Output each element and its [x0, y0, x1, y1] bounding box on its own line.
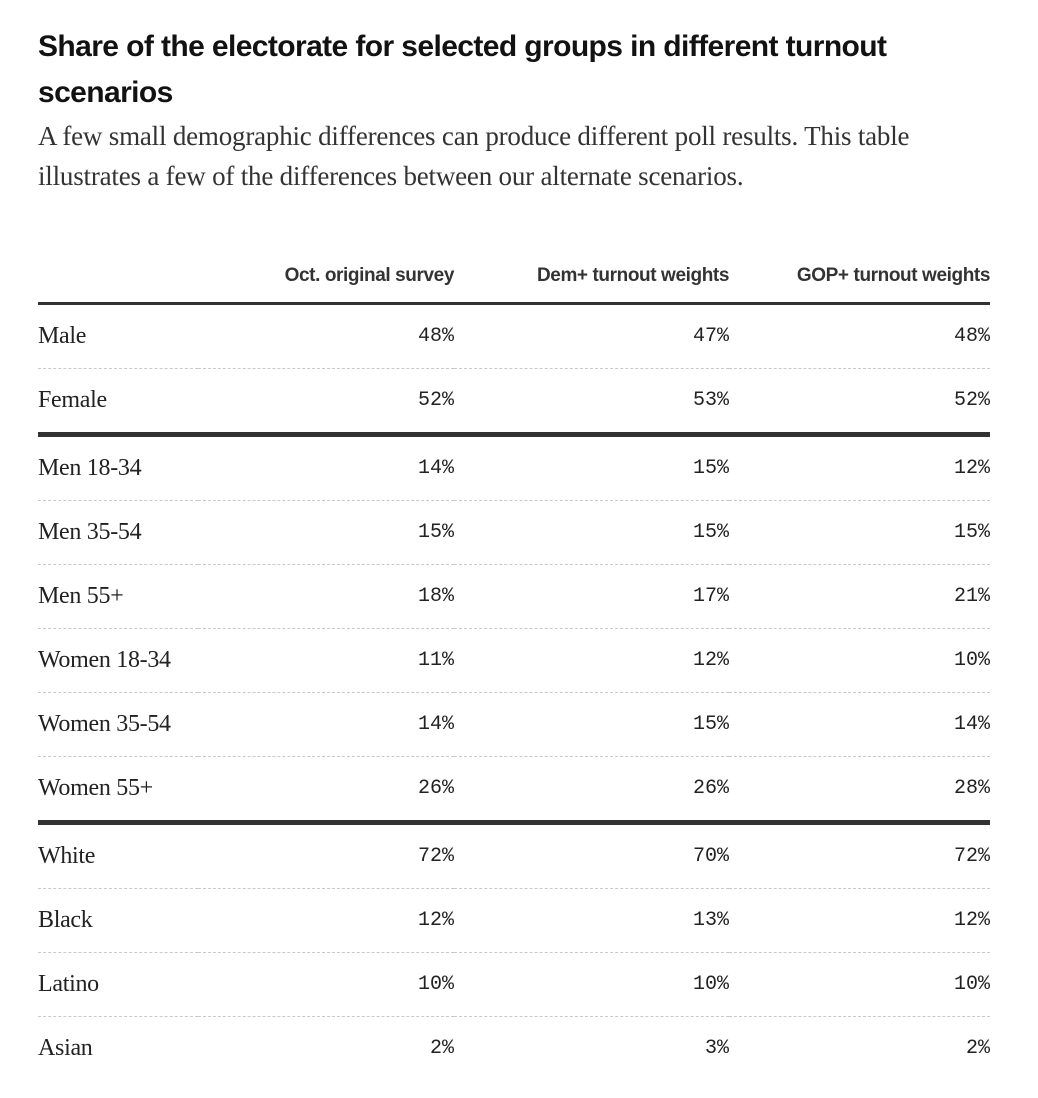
table-header-row: Oct. original survey Dem+ turnout weight…	[38, 250, 990, 305]
row-label: Men 55+	[38, 564, 198, 629]
data-table: Oct. original survey Dem+ turnout weight…	[38, 250, 990, 1080]
row-label: Women 35-54	[38, 692, 198, 757]
value-dem-turnout: 17%	[454, 564, 729, 629]
value-original-survey: 11%	[198, 628, 454, 693]
value-original-survey: 52%	[198, 368, 454, 437]
row-label: Women 55+	[38, 756, 198, 825]
value-dem-turnout: 47%	[454, 303, 729, 369]
value-dem-turnout: 70%	[454, 822, 729, 889]
table-row: Women 55+ 26% 26% 28%	[38, 756, 990, 825]
value-gop-turnout: 10%	[729, 628, 990, 693]
value-gop-turnout: 10%	[729, 952, 990, 1017]
table-row: Male 48% 47% 48%	[38, 303, 990, 369]
value-original-survey: 26%	[198, 756, 454, 825]
table-row: Women 35-54 14% 15% 14%	[38, 692, 990, 757]
table-header-block: Share of the electorate for selected gro…	[38, 24, 990, 196]
table-row: Women 18-34 11% 12% 10%	[38, 628, 990, 693]
value-dem-turnout: 10%	[454, 952, 729, 1017]
table-row: Asian 2% 3% 2%	[38, 1017, 990, 1081]
value-gop-turnout: 28%	[729, 756, 990, 825]
value-dem-turnout: 12%	[454, 628, 729, 693]
value-gop-turnout: 48%	[729, 303, 990, 369]
table-row: Men 35-54 15% 15% 15%	[38, 500, 990, 565]
value-gop-turnout: 2%	[965, 1037, 990, 1060]
value-gop-turnout: 12%	[729, 888, 990, 953]
row-label: Female	[38, 368, 198, 437]
table-row: Men 55+ 18% 17% 21%	[38, 564, 990, 629]
value-gop-turnout: 21%	[729, 564, 990, 629]
value-original-survey: 18%	[198, 564, 454, 629]
row-label: Male	[38, 303, 198, 369]
value-original-survey: 72%	[198, 822, 454, 889]
column-header-group	[38, 250, 198, 305]
table-row: Black 12% 13% 12%	[38, 888, 990, 953]
value-dem-turnout: 15%	[454, 434, 729, 501]
column-header-dem-turnout: Dem+ turnout weights	[454, 250, 729, 305]
value-dem-turnout: 26%	[454, 756, 729, 825]
value-dem-turnout: 3%	[704, 1037, 729, 1060]
table-row: Men 18-34 14% 15% 12%	[38, 434, 990, 501]
value-original-survey: 12%	[198, 888, 454, 953]
value-gop-turnout: 15%	[729, 500, 990, 565]
row-label: Women 18-34	[38, 628, 198, 693]
value-gop-turnout: 12%	[729, 434, 990, 501]
value-original-survey: 48%	[198, 303, 454, 369]
value-dem-turnout: 13%	[454, 888, 729, 953]
table-row: White 72% 70% 72%	[38, 822, 990, 889]
value-dem-turnout: 15%	[454, 692, 729, 757]
value-gop-turnout: 14%	[729, 692, 990, 757]
column-header-original-survey: Oct. original survey	[198, 250, 454, 305]
value-original-survey: 15%	[198, 500, 454, 565]
row-label: Latino	[38, 952, 198, 1017]
column-header-gop-turnout: GOP+ turnout weights	[729, 250, 990, 305]
table-row: Latino 10% 10% 10%	[38, 952, 990, 1017]
table-row: Female 52% 53% 52%	[38, 368, 990, 437]
value-original-survey: 2%	[429, 1037, 454, 1060]
value-original-survey: 10%	[198, 952, 454, 1017]
row-label: White	[38, 822, 198, 889]
value-original-survey: 14%	[198, 692, 454, 757]
row-label: Black	[38, 888, 198, 953]
table-body: Male 48% 47% 48% Female 52% 53% 52% Men 18-34 14%…	[38, 303, 990, 1081]
row-label: Asian	[38, 1035, 93, 1061]
value-dem-turnout: 53%	[454, 368, 729, 437]
row-label: Men 35-54	[38, 500, 198, 565]
value-original-survey: 14%	[198, 434, 454, 501]
chart-subtitle: A few small demographic differences can …	[38, 121, 910, 191]
chart-title: Share of the electorate for selected gro…	[38, 30, 887, 109]
value-gop-turnout: 72%	[729, 822, 990, 889]
value-dem-turnout: 15%	[454, 500, 729, 565]
value-gop-turnout: 52%	[729, 368, 990, 437]
row-label: Men 18-34	[38, 434, 198, 501]
